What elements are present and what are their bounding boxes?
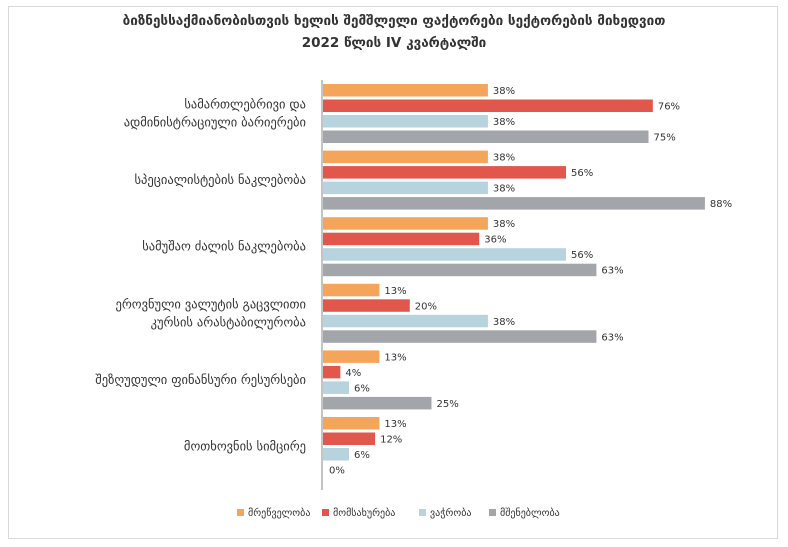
category-label: ეროვნული ვალუტის გაცვლითი <box>115 296 306 311</box>
bar <box>323 432 376 445</box>
bar <box>323 283 380 297</box>
data-label: 12% <box>380 435 402 446</box>
bar <box>323 365 341 379</box>
data-label: 38% <box>493 86 515 97</box>
bar <box>323 448 350 461</box>
legend-label: მრეწველობა <box>248 507 310 519</box>
bar <box>323 232 480 246</box>
category-label: შეზღუდული ფინანსური რესურსები <box>95 372 306 387</box>
data-label: 63% <box>601 266 623 277</box>
data-label: 4% <box>345 368 361 379</box>
bar <box>323 115 488 128</box>
category-label: სამუშაო ძალის ნაკლებობა <box>142 239 306 254</box>
bar <box>323 350 380 363</box>
data-label: 63% <box>601 332 623 343</box>
bar <box>323 150 488 164</box>
data-label: 25% <box>437 399 459 410</box>
data-label: 38% <box>493 317 515 328</box>
bar <box>323 381 350 394</box>
bar <box>323 330 597 343</box>
bar <box>323 84 488 97</box>
bar <box>323 263 597 277</box>
legend-label: ვაჭრობა <box>430 507 471 519</box>
data-label: 38% <box>493 153 515 164</box>
legend-label: მშენებლობა <box>500 507 560 519</box>
data-label: 75% <box>654 133 676 144</box>
data-label: 13% <box>384 352 406 363</box>
category-label: სამართლებრივი და <box>184 97 306 112</box>
chart-subtitle: 2022 წლის IV კვარტალში <box>301 35 487 51</box>
bar <box>323 99 653 112</box>
bar <box>323 197 705 210</box>
category-label: კურსის არასტაბილურობა <box>151 314 306 329</box>
data-label: 56% <box>571 168 593 179</box>
bar <box>323 130 649 143</box>
data-label: 13% <box>384 419 406 430</box>
data-label: 6% <box>354 383 370 394</box>
bar <box>323 181 488 195</box>
data-label: 76% <box>658 102 680 113</box>
chart-title: ბიზნესსაქმიანობისთვის ხელის შემშლელი ფაქ… <box>122 13 666 29</box>
data-label: 0% <box>329 466 345 477</box>
data-label: 38% <box>493 117 515 128</box>
data-label: 88% <box>710 199 732 210</box>
legend-swatch <box>322 509 329 516</box>
bar <box>323 396 432 410</box>
bar <box>323 217 488 230</box>
bar <box>323 248 567 261</box>
data-label: 20% <box>415 301 437 312</box>
data-label: 6% <box>354 450 370 461</box>
legend-swatch <box>489 509 496 516</box>
bar <box>323 299 410 312</box>
data-label: 38% <box>493 219 515 230</box>
category-label: მოთხოვნის სიმცირე <box>184 439 306 454</box>
data-label: 56% <box>571 250 593 261</box>
category-label: ადმინისტრაციული ბარიერები <box>124 115 306 130</box>
data-label: 38% <box>493 184 515 195</box>
category-label: სპეციალისტების ნაკლებობა <box>135 172 306 187</box>
bar <box>323 314 488 328</box>
legend-label: მომსახურება <box>333 507 395 519</box>
bar <box>323 417 380 430</box>
data-label: 13% <box>384 286 406 297</box>
chart-title-block: ბიზნესსაქმიანობისთვის ხელის შემშლელი ფაქ… <box>0 10 788 54</box>
legend-swatch <box>419 509 426 516</box>
legend-swatch <box>237 509 244 516</box>
bar <box>323 166 567 179</box>
data-label: 36% <box>484 235 506 246</box>
